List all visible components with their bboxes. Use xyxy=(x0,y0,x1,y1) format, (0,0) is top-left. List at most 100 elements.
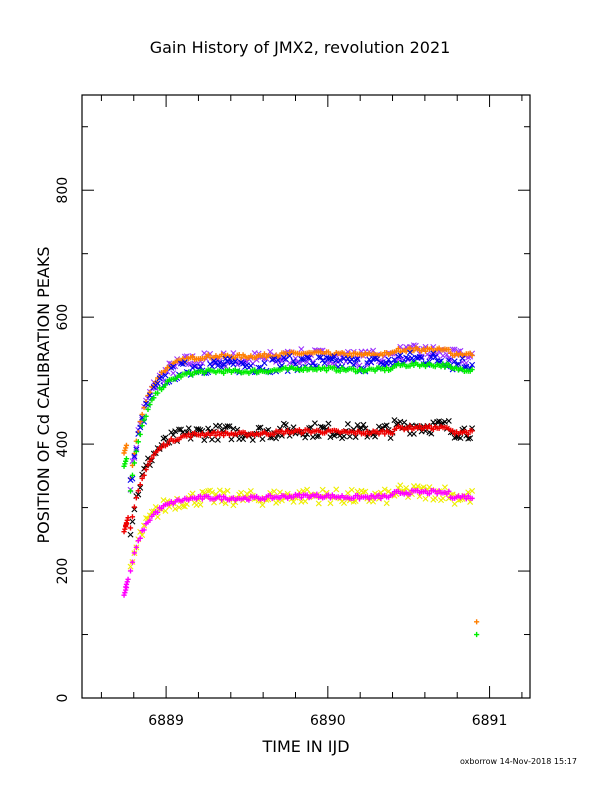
data-point xyxy=(267,493,273,499)
data-point xyxy=(407,423,413,429)
data-point xyxy=(238,489,245,496)
data-point xyxy=(469,352,475,358)
data-point xyxy=(469,495,475,501)
data-point xyxy=(351,366,357,372)
data-point xyxy=(442,364,448,370)
data-point xyxy=(209,489,216,496)
x-tick-label: 6890 xyxy=(310,713,346,729)
data-point xyxy=(352,434,359,441)
data-point xyxy=(319,424,326,431)
data-point xyxy=(221,370,227,376)
data-point xyxy=(197,363,204,370)
data-point xyxy=(143,466,149,473)
data-point xyxy=(446,488,452,494)
data-point xyxy=(352,356,359,363)
data-point xyxy=(220,361,227,368)
data-point xyxy=(122,447,128,454)
data-point xyxy=(154,380,161,387)
data-point xyxy=(137,482,143,488)
outlier-points xyxy=(474,619,480,638)
data-point xyxy=(226,423,233,430)
data-point xyxy=(418,354,425,361)
data-point xyxy=(252,367,258,373)
data-point xyxy=(162,434,169,441)
data-point xyxy=(135,488,141,494)
y-axis-ticks xyxy=(82,126,530,699)
data-point xyxy=(205,425,212,432)
data-point xyxy=(190,372,196,378)
data-point xyxy=(249,437,256,444)
data-point xyxy=(240,360,247,367)
data-point xyxy=(133,544,139,550)
data-point xyxy=(123,442,130,448)
data-point xyxy=(123,520,130,526)
x-axis-tick-labels: 6889 6890 6891 xyxy=(148,713,507,729)
data-point xyxy=(360,421,367,428)
data-point xyxy=(298,356,305,363)
data-point xyxy=(224,487,231,494)
data-point xyxy=(230,502,237,509)
data-point xyxy=(304,492,310,498)
x-tick-label: 6891 xyxy=(472,713,508,729)
data-point xyxy=(300,356,307,363)
data-point xyxy=(319,357,326,364)
data-point xyxy=(327,434,334,441)
data-point xyxy=(261,360,268,367)
data-point xyxy=(205,488,212,494)
data-point xyxy=(172,428,179,435)
data-point xyxy=(160,497,167,504)
data-point xyxy=(269,356,276,363)
plot-frame xyxy=(81,94,531,699)
series xyxy=(127,423,475,531)
data-point xyxy=(285,427,291,434)
data-point xyxy=(380,352,386,358)
data-point xyxy=(474,631,480,638)
data-point xyxy=(147,389,153,395)
data-point xyxy=(397,482,404,489)
data-point xyxy=(354,356,361,363)
data-point xyxy=(242,429,248,436)
data-point xyxy=(426,423,433,429)
y-tick-label: 600 xyxy=(55,304,71,331)
data-point xyxy=(257,424,264,431)
data-point xyxy=(127,563,134,570)
data-point xyxy=(446,362,452,368)
chart-title: Gain History of JMX2, revolution 2021 xyxy=(150,38,451,57)
data-point xyxy=(341,433,347,440)
data-point xyxy=(331,432,338,439)
data-point xyxy=(337,357,344,364)
data-point xyxy=(432,354,439,361)
data-point xyxy=(238,355,244,361)
data-point xyxy=(446,346,452,353)
y-tick-label: 400 xyxy=(55,431,71,458)
data-point xyxy=(189,490,196,497)
data-point xyxy=(331,353,338,360)
data-point xyxy=(290,494,297,500)
data-point xyxy=(129,475,136,482)
data-point xyxy=(306,355,313,362)
data-point xyxy=(155,390,161,396)
data-point xyxy=(139,475,145,482)
data-point xyxy=(185,425,192,432)
data-point xyxy=(350,361,357,368)
data-point xyxy=(170,363,177,370)
y-tick-label: 0 xyxy=(55,694,71,703)
data-point xyxy=(247,488,254,495)
data-point xyxy=(313,433,320,440)
data-point xyxy=(410,430,417,437)
data-point xyxy=(129,472,136,478)
data-point xyxy=(123,458,129,464)
data-point xyxy=(216,422,223,429)
data-point xyxy=(129,559,136,565)
data-point xyxy=(348,486,355,493)
data-point xyxy=(315,500,322,507)
data-point xyxy=(162,372,169,379)
x-axis-ticks xyxy=(100,95,523,698)
data-point xyxy=(447,356,454,363)
data-point xyxy=(407,345,413,351)
data-point xyxy=(383,422,390,429)
data-point xyxy=(125,576,131,582)
data-point xyxy=(300,430,306,436)
data-point xyxy=(131,454,138,461)
data-point xyxy=(459,355,466,362)
